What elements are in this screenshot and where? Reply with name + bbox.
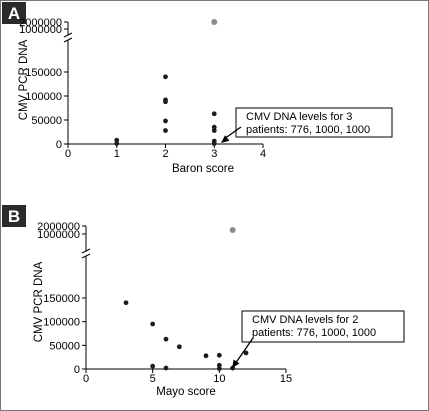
data-point: [211, 128, 217, 133]
y-tick-label: 0: [56, 139, 62, 151]
x-tick-label: 2: [162, 148, 168, 160]
x-tick-label: 15: [280, 373, 292, 385]
y-axis-title: CMV PCR DNA: [18, 39, 30, 120]
y-break-tick-label: 2000000: [37, 221, 80, 233]
x-tick-label: 3: [211, 148, 217, 160]
data-point: [163, 99, 168, 105]
y-break-tick-label: 2000000: [19, 17, 62, 29]
annotation-text: CMV DNA levels for 2: [252, 314, 358, 326]
data-point: [150, 363, 156, 369]
y-tick-label: 150000: [43, 293, 80, 305]
data-point: [176, 344, 182, 350]
y-tick-label: 0: [74, 364, 80, 376]
data-point: [229, 227, 236, 233]
data-point: [243, 350, 249, 356]
y-tick-label: 100000: [25, 91, 62, 103]
data-point: [114, 137, 120, 143]
annotation-text: patients: 776, 1000, 1000: [246, 124, 370, 136]
data-point: [216, 366, 222, 371]
panel-label: A: [8, 4, 20, 23]
data-point: [203, 353, 209, 359]
data-point: [211, 19, 218, 25]
x-axis-title: Mayo score: [156, 386, 215, 398]
x-tick-label: 1: [114, 148, 120, 160]
data-point: [211, 111, 217, 117]
data-point: [163, 365, 169, 371]
annotation-arrowhead: [221, 135, 230, 143]
data-point: [163, 118, 168, 124]
panel-label: B: [8, 207, 20, 226]
annotation-box: [241, 310, 405, 343]
x-tick-label: 5: [150, 373, 156, 385]
y-axis-break-mark: [81, 253, 91, 259]
annotation-box: [235, 107, 393, 138]
y-tick-label: 150000: [25, 67, 62, 79]
panel-label-box: [2, 2, 26, 24]
y-axis-break-mark: [63, 32, 73, 38]
annotation-arrow: [234, 337, 254, 365]
y-tick-label: 50000: [31, 115, 62, 127]
panel-label-box: [2, 205, 26, 227]
annotation-arrow: [223, 126, 242, 140]
x-tick-label: 0: [65, 148, 71, 160]
y-tick-label: 50000: [49, 340, 80, 352]
data-point: [163, 128, 168, 133]
data-point: [211, 141, 217, 146]
annotation-text: patients: 776, 1000, 1000: [252, 327, 376, 339]
data-point: [123, 300, 129, 306]
y-axis-break-mark: [81, 248, 91, 254]
data-point: [163, 336, 169, 342]
data-point: [211, 124, 217, 130]
data-point: [114, 141, 120, 146]
data-point: [150, 321, 156, 327]
y-axis-title: CMV PCR DNA: [33, 261, 45, 342]
y-break-tick-label: 1000000: [19, 24, 62, 36]
annotation-arrowhead: [232, 359, 240, 368]
data-point: [163, 74, 168, 80]
data-point: [216, 352, 222, 358]
x-axis-title: Baron score: [172, 163, 234, 175]
annotation-text: CMV DNA levels for 3: [246, 111, 352, 123]
x-tick-label: 4: [260, 148, 266, 160]
x-tick-label: 0: [83, 373, 89, 385]
y-break-tick-label: 1000000: [37, 229, 80, 241]
y-tick-label: 100000: [43, 317, 80, 329]
y-axis-break-mark: [63, 37, 73, 43]
x-tick-label: 10: [213, 373, 225, 385]
data-point: [216, 362, 222, 368]
